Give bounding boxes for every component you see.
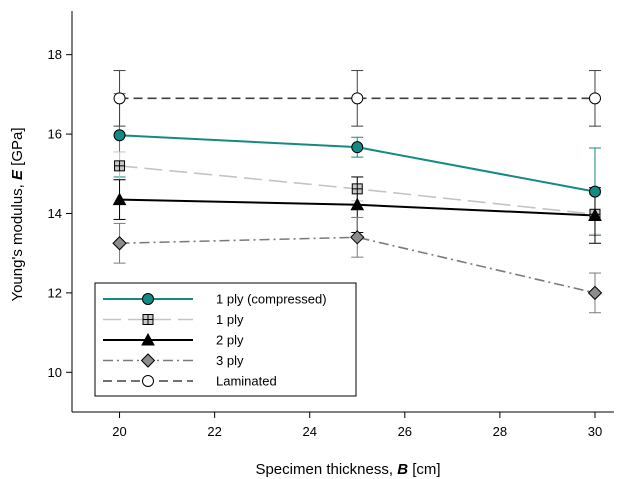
point-laminated-2 [588,92,601,105]
point-2-ply-1 [350,197,365,211]
point-1-ply-compressed-2 [588,185,601,198]
y-axis-label: Young's modulus, E [GPa] [9,127,26,301]
x-tick-label-22: 22 [207,424,221,439]
y-tick-label-18: 18 [48,47,62,62]
y-tick-label-16: 16 [48,127,62,142]
legend-marker-3-ply [140,353,156,368]
x-tick-label-28: 28 [493,424,507,439]
x-tick-label-26: 26 [398,424,412,439]
x-tick-label-24: 24 [302,424,316,439]
point-3-ply-2 [587,285,603,301]
legend-label-1-ply-compressed: 1 ply (compressed) [216,292,327,307]
legend-label-laminated: Laminated [216,374,277,389]
legend: 1 ply (compressed) 1 ply 2 ply 3 ply Laminat… [94,282,357,397]
point-3-ply-1 [350,230,365,245]
point-1-ply-1 [351,183,363,195]
point-1-ply-compressed-1 [351,141,364,154]
legend-marker-2-ply [141,332,155,346]
point-laminated-0 [113,92,126,105]
y-tick-label-12: 12 [48,285,62,300]
x-tick-label-20: 20 [112,424,126,439]
point-laminated-1 [351,92,364,105]
legend-label-3-ply: 3 ply [216,353,244,368]
legend-marker-1-ply-compressed [142,293,154,305]
legend-marker-laminated [142,375,154,387]
legend-label-1-ply: 1 ply [216,312,244,327]
point-2-ply-2 [588,208,602,221]
point-1-ply-0 [114,160,126,172]
legend-label-2-ply: 2 ply [216,333,244,348]
axes: 20 22 24 26 28 30 10 12 14 16 18 [48,11,614,439]
point-2-ply-0 [112,192,127,206]
point-3-ply-0 [112,236,127,251]
y-tick-label-14: 14 [48,206,62,221]
legend-marker-1-ply [142,314,154,325]
series-line-3-ply [119,236,596,294]
y-tick-label-10: 10 [48,365,62,380]
x-axis-label: Specimen thickness, B [cm] [255,461,440,478]
point-1-ply-compressed-0 [113,129,126,142]
data-points [112,92,603,301]
x-tick-label-30: 30 [588,424,602,439]
